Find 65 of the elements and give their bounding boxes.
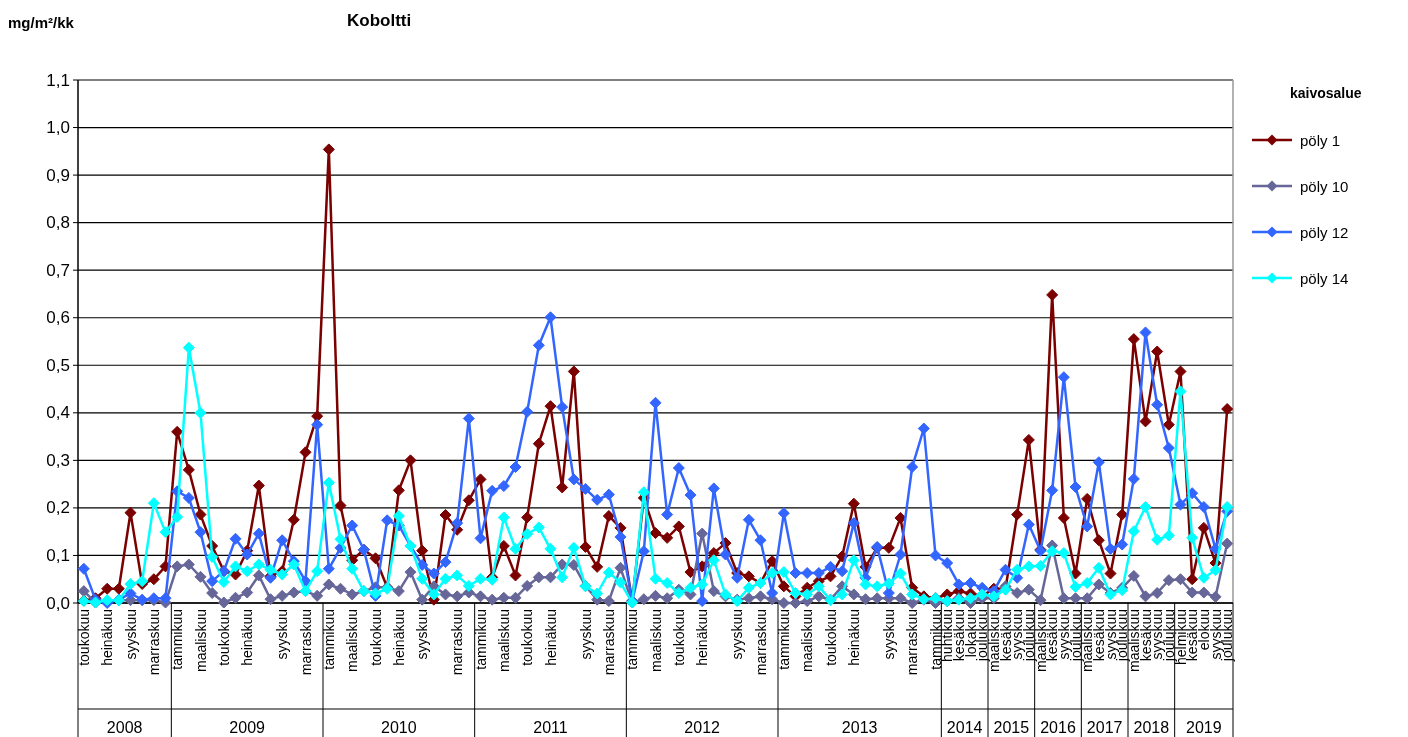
legend-label: pöly 12 — [1300, 223, 1349, 241]
x-tick-label: tammikuu — [472, 609, 489, 670]
x-tick-label: heinäkuu — [239, 609, 256, 666]
x-tick-label: syyskuu — [880, 609, 897, 660]
y-tick-label: 0,9 — [46, 165, 70, 185]
x-tick-label: tammikuu — [320, 609, 337, 670]
x-tick-label: toukokuu — [670, 609, 687, 666]
x-tick-label: marraskuu — [297, 609, 314, 676]
legend-label: pöly 1 — [1300, 131, 1341, 149]
text: 2016 — [1040, 718, 1076, 736]
x-tick-label: marraskuu — [145, 609, 162, 676]
legend-label: pöly 14 — [1300, 269, 1349, 287]
x-tick-label: toukokuu — [367, 609, 384, 666]
text: 2008 — [106, 718, 143, 736]
x-tick-label: heinäkuu — [542, 609, 559, 666]
y-axis-title: mg/m²/kk — [8, 14, 75, 31]
y-tick-label: 0,8 — [46, 213, 70, 233]
y-tick-label: 0,2 — [46, 498, 70, 518]
text: 2015 — [993, 718, 1030, 736]
x-tick-label: maaliskuu — [495, 609, 512, 673]
text: 2012 — [684, 718, 721, 736]
x-tick-label: tammikuu — [169, 609, 186, 670]
x-tick-label: toukokuu — [215, 609, 232, 666]
text: 2011 — [533, 718, 568, 736]
x-tick-label: maaliskuu — [647, 609, 664, 673]
x-tick-label: syyskuu — [729, 609, 746, 660]
x-tick-label: marraskuu — [600, 609, 617, 676]
x-tick-label: heinäkuu — [845, 609, 862, 666]
text: 2014 — [946, 718, 983, 736]
y-tick-label: 0,5 — [46, 355, 70, 375]
chart-title: Koboltti — [347, 11, 412, 30]
x-tick-label: syyskuu — [577, 609, 594, 660]
x-tick-label: syyskuu — [274, 609, 291, 660]
text: 2009 — [229, 718, 266, 736]
x-tick-label: tammikuu — [775, 609, 792, 670]
x-tick-label: syyskuu — [122, 609, 139, 660]
x-tick-label: tammikuu — [624, 609, 641, 670]
text: 2017 — [1086, 718, 1123, 736]
x-tick-label: maaliskuu — [799, 609, 816, 673]
y-tick-label: 0,1 — [46, 545, 70, 565]
y-tick-label: 0,0 — [46, 593, 70, 613]
text: 2013 — [841, 718, 878, 736]
text: 2019 — [1186, 718, 1222, 736]
legend-label: pöly 10 — [1300, 177, 1349, 195]
y-tick-label: 1,1 — [46, 70, 70, 90]
y-tick-label: 0,4 — [46, 403, 70, 423]
x-tick-label: toukokuu — [75, 609, 92, 666]
text: 2010 — [381, 718, 417, 736]
y-tick-label: 0,7 — [46, 260, 70, 280]
x-tick-label: toukokuu — [519, 609, 536, 666]
x-tick-label: maaliskuu — [192, 609, 209, 673]
y-tick-label: 0,6 — [46, 308, 70, 328]
x-tick-label: marraskuu — [449, 609, 466, 676]
x-tick-label: marraskuu — [752, 609, 769, 676]
x-tick-label: heinäkuu — [99, 609, 116, 666]
x-tick-label: heinäkuu — [390, 609, 407, 666]
y-tick-label: 0,3 — [46, 450, 70, 470]
text: 2018 — [1133, 718, 1170, 736]
x-tick-label: toukokuu — [822, 609, 839, 666]
x-tick-label: maaliskuu — [344, 609, 361, 673]
y-tick-label: 1,0 — [46, 118, 70, 138]
x-tick-label: marraskuu — [904, 609, 921, 676]
legend-title: kaivosalue — [1290, 85, 1362, 101]
x-tick-label: heinäkuu — [694, 609, 711, 666]
x-tick-label: syyskuu — [414, 609, 431, 660]
